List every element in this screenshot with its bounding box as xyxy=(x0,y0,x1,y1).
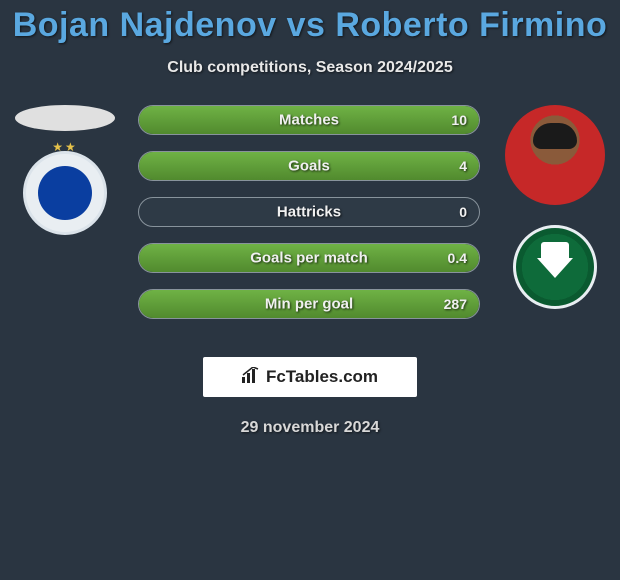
header: Bojan Najdenov vs Roberto Firmino Club c… xyxy=(0,0,620,77)
stat-row: Hattricks 0 xyxy=(138,197,480,227)
stat-value-right: 10 xyxy=(451,112,467,128)
page-title: Bojan Najdenov vs Roberto Firmino xyxy=(0,6,620,45)
stat-value-right: 0 xyxy=(459,204,467,220)
brand-box: FcTables.com xyxy=(203,357,417,397)
date-line: 29 november 2024 xyxy=(0,419,620,437)
right-player-photo xyxy=(505,105,605,205)
right-player-column xyxy=(500,105,610,309)
stat-row: Goals 4 xyxy=(138,151,480,181)
stat-label: Hattricks xyxy=(277,204,341,221)
stat-label: Min per goal xyxy=(265,296,353,313)
left-club-badge xyxy=(23,151,107,235)
brand-chart-icon xyxy=(242,367,260,388)
stat-row: Min per goal 287 xyxy=(138,289,480,319)
comparison-content: Matches 10 Goals 4 Hattricks 0 Goals per match… xyxy=(0,105,620,345)
stat-bars: Matches 10 Goals 4 Hattricks 0 Goals per match… xyxy=(138,105,480,335)
stat-row: Matches 10 xyxy=(138,105,480,135)
left-player-photo-placeholder xyxy=(15,105,115,131)
stat-value-right: 287 xyxy=(444,296,467,312)
left-player-column xyxy=(10,105,120,235)
stat-value-right: 4 xyxy=(459,158,467,174)
page-subtitle: Club competitions, Season 2024/2025 xyxy=(0,59,620,77)
stat-row: Goals per match 0.4 xyxy=(138,243,480,273)
stat-value-right: 0.4 xyxy=(448,250,467,266)
stat-label: Matches xyxy=(279,112,339,129)
brand-text: FcTables.com xyxy=(266,367,378,387)
stat-label: Goals xyxy=(288,158,330,175)
right-club-badge xyxy=(513,225,597,309)
stat-label: Goals per match xyxy=(250,250,368,267)
